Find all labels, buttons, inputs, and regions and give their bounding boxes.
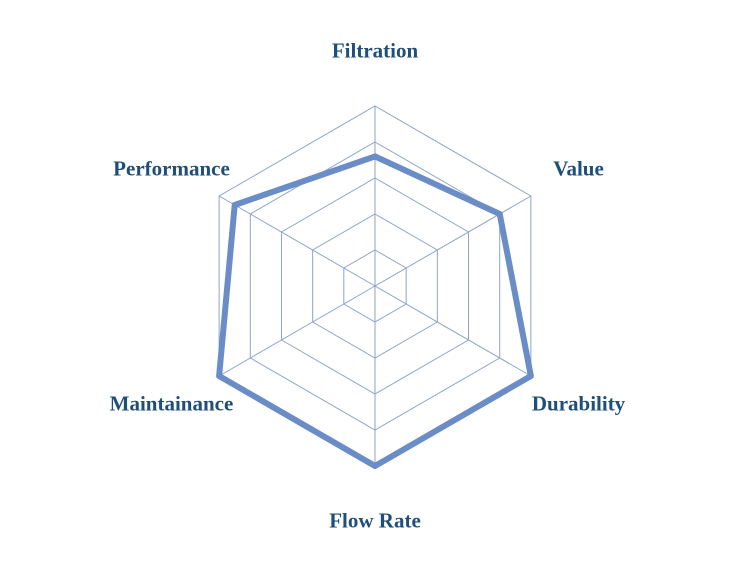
radar-chart: Filtration Value Durability Flow Rate Mainta… [0, 0, 750, 573]
axis-label: Maintainance [110, 391, 234, 416]
axis-label: Flow Rate [329, 509, 421, 534]
grid-spoke [375, 286, 531, 376]
axis-label: Performance [113, 156, 230, 181]
radar-svg [0, 0, 750, 573]
axis-label: Durability [532, 391, 625, 416]
grid-spoke [219, 286, 375, 376]
grid-spoke [219, 196, 375, 286]
axis-label: Filtration [332, 39, 418, 64]
axis-label: Value [553, 156, 604, 181]
